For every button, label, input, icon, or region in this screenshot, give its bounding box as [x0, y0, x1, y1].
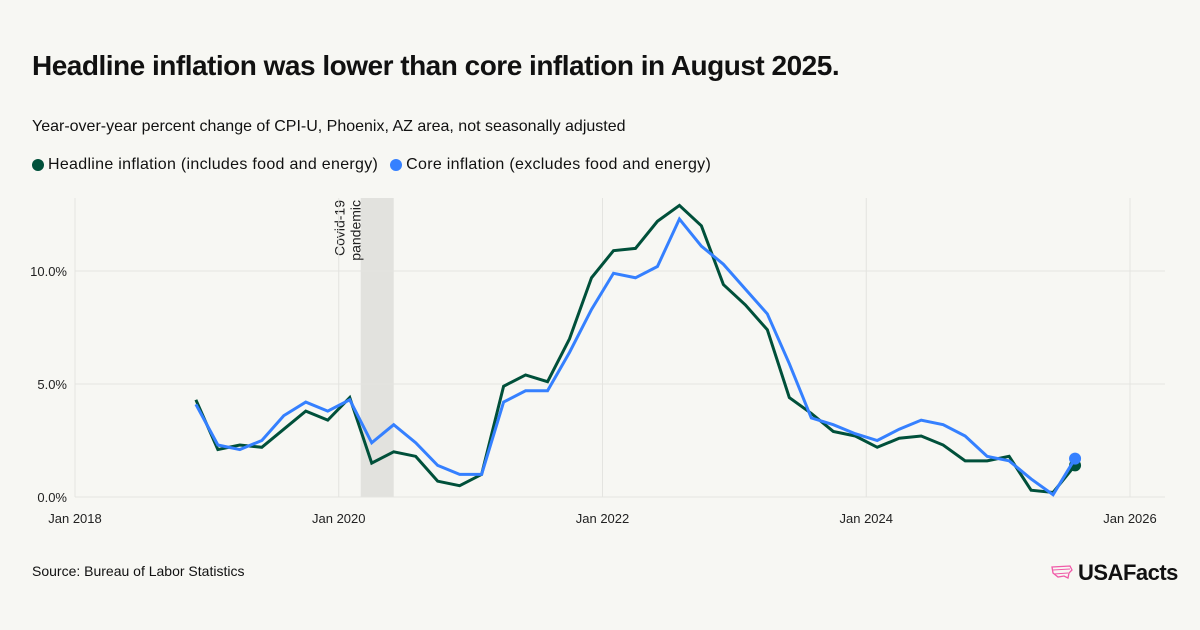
- x-tick-label: Jan 2020: [312, 511, 366, 526]
- logo-text: USAFacts: [1078, 560, 1178, 585]
- series-line-headline: [194, 203, 1077, 495]
- covid-annotation-label: pandemic: [348, 200, 364, 261]
- x-tick-label: Jan 2026: [1103, 511, 1157, 526]
- chart-subtitle: Year-over-year percent change of CPI-U, …: [32, 118, 626, 135]
- y-tick-label: 10.0%: [30, 264, 67, 279]
- covid-annotation-label: Covid-19: [332, 200, 348, 256]
- legend-dot-core-icon: [390, 159, 403, 171]
- covid-band: [360, 198, 394, 497]
- legend-dot-headline-icon: [32, 159, 44, 171]
- chart-title: Headline inflation was lower than core i…: [32, 50, 840, 81]
- x-tick-label: Jan 2018: [48, 511, 102, 526]
- legend-label-core: Core inflation (excludes food and energy…: [406, 156, 712, 173]
- usafacts-logo: USAFacts: [1050, 560, 1178, 586]
- legend-label-headline: Headline inflation (includes food and en…: [48, 156, 379, 173]
- x-tick-label: Jan 2022: [576, 511, 630, 526]
- y-tick-label: 0.0%: [37, 490, 67, 505]
- y-tick-label: 5.0%: [37, 377, 67, 392]
- legend-item-core: Core inflation (excludes food and energy…: [390, 156, 711, 174]
- source-note: Source: Bureau of Labor Statistics: [32, 563, 245, 579]
- legend: Headline inflation (includes food and en…: [32, 156, 711, 174]
- series-endpoint-core: [1069, 452, 1082, 465]
- x-tick-label: Jan 2024: [840, 511, 894, 526]
- legend-item-headline: Headline inflation (includes food and en…: [32, 156, 378, 174]
- series-line-core: [194, 216, 1077, 497]
- us-map-icon: [1051, 565, 1073, 579]
